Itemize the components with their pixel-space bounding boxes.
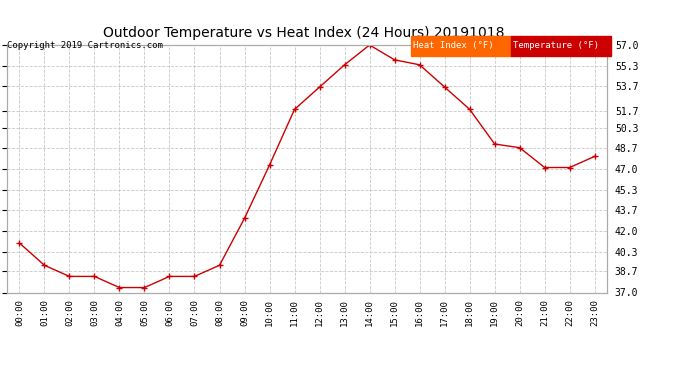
Text: Outdoor Temperature vs Heat Index (24 Hours) 20191018: Outdoor Temperature vs Heat Index (24 Ho… [103, 26, 504, 40]
Text: Copyright 2019 Cartronics.com: Copyright 2019 Cartronics.com [7, 41, 163, 50]
Text: Heat Index (°F): Heat Index (°F) [413, 42, 494, 51]
Text: Temperature (°F): Temperature (°F) [513, 42, 600, 51]
